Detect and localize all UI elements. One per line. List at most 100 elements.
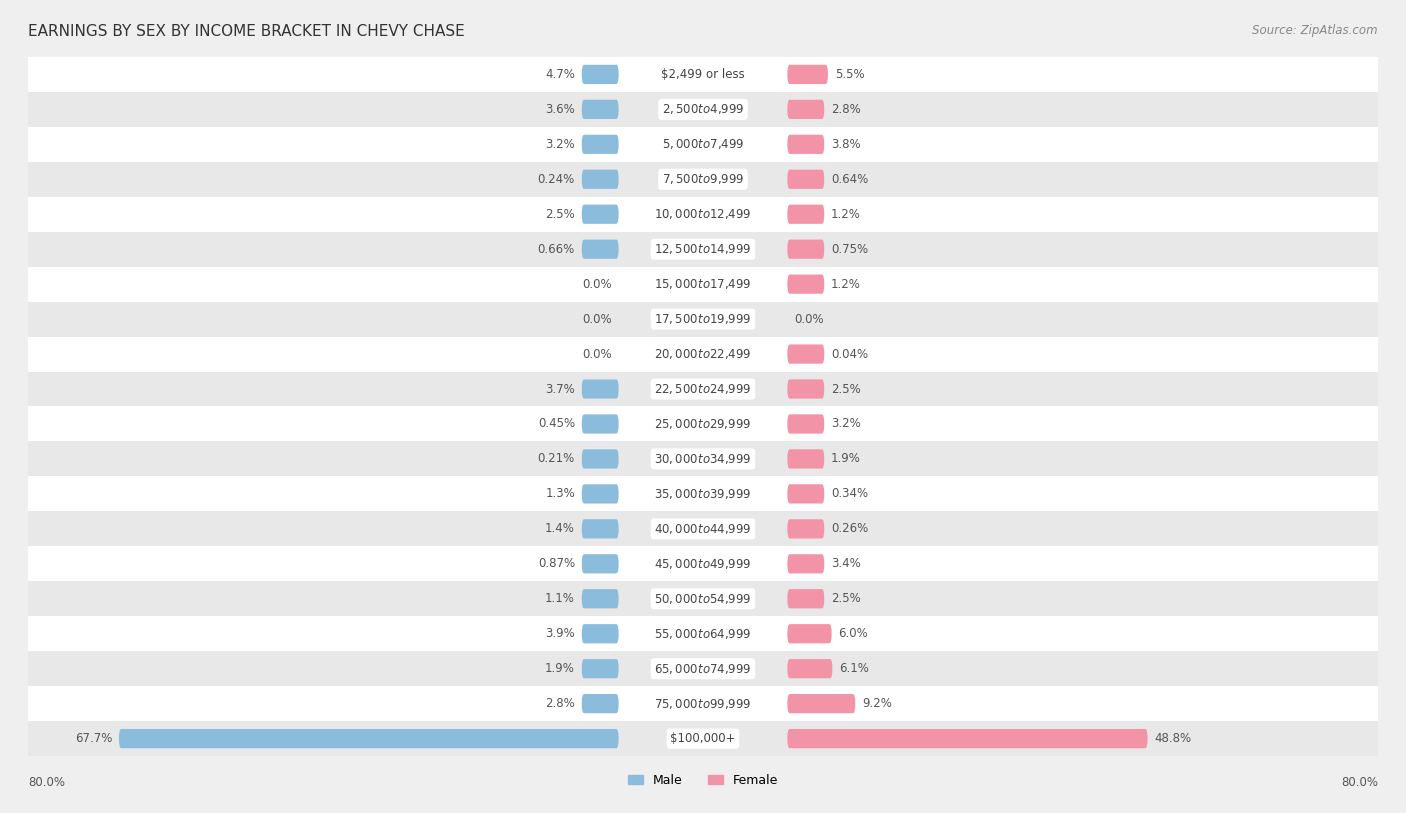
Text: 4.7%: 4.7%	[546, 68, 575, 80]
Bar	[28, 57, 1378, 92]
FancyBboxPatch shape	[582, 554, 619, 573]
Text: 3.9%: 3.9%	[546, 628, 575, 640]
Text: 0.21%: 0.21%	[537, 453, 575, 465]
Bar	[28, 92, 1378, 127]
Text: 0.45%: 0.45%	[538, 418, 575, 430]
Text: $75,000 to $99,999: $75,000 to $99,999	[654, 697, 752, 711]
Text: 2.5%: 2.5%	[831, 593, 860, 605]
FancyBboxPatch shape	[582, 589, 619, 608]
Text: 9.2%: 9.2%	[862, 698, 891, 710]
Text: $17,500 to $19,999: $17,500 to $19,999	[654, 312, 752, 326]
FancyBboxPatch shape	[787, 589, 824, 608]
Text: 48.8%: 48.8%	[1154, 733, 1191, 745]
Text: $40,000 to $44,999: $40,000 to $44,999	[654, 522, 752, 536]
Text: $25,000 to $29,999: $25,000 to $29,999	[654, 417, 752, 431]
Text: 0.87%: 0.87%	[538, 558, 575, 570]
Bar	[28, 372, 1378, 406]
Text: $55,000 to $64,999: $55,000 to $64,999	[654, 627, 752, 641]
FancyBboxPatch shape	[582, 520, 619, 538]
Text: 3.6%: 3.6%	[546, 103, 575, 115]
Bar	[28, 162, 1378, 197]
Text: $45,000 to $49,999: $45,000 to $49,999	[654, 557, 752, 571]
FancyBboxPatch shape	[582, 100, 619, 119]
Text: 3.7%: 3.7%	[546, 383, 575, 395]
Text: $22,500 to $24,999: $22,500 to $24,999	[654, 382, 752, 396]
Text: 1.1%: 1.1%	[546, 593, 575, 605]
Bar	[28, 127, 1378, 162]
Text: 0.0%: 0.0%	[582, 348, 612, 360]
Bar	[28, 406, 1378, 441]
Text: Source: ZipAtlas.com: Source: ZipAtlas.com	[1253, 24, 1378, 37]
FancyBboxPatch shape	[787, 345, 824, 363]
Text: 0.0%: 0.0%	[794, 313, 824, 325]
FancyBboxPatch shape	[582, 65, 619, 84]
Text: $65,000 to $74,999: $65,000 to $74,999	[654, 662, 752, 676]
Text: 0.75%: 0.75%	[831, 243, 868, 255]
FancyBboxPatch shape	[582, 659, 619, 678]
Text: 80.0%: 80.0%	[1341, 776, 1378, 789]
Text: 0.0%: 0.0%	[582, 313, 612, 325]
Text: $2,499 or less: $2,499 or less	[661, 68, 745, 80]
Text: 2.8%: 2.8%	[546, 698, 575, 710]
Bar	[28, 651, 1378, 686]
Text: 2.8%: 2.8%	[831, 103, 860, 115]
Text: $7,500 to $9,999: $7,500 to $9,999	[662, 172, 744, 186]
Text: 0.34%: 0.34%	[831, 488, 868, 500]
FancyBboxPatch shape	[582, 415, 619, 433]
Text: 6.0%: 6.0%	[838, 628, 868, 640]
FancyBboxPatch shape	[787, 240, 824, 259]
FancyBboxPatch shape	[787, 729, 1147, 748]
Text: 1.3%: 1.3%	[546, 488, 575, 500]
Text: 0.66%: 0.66%	[537, 243, 575, 255]
Text: $20,000 to $22,499: $20,000 to $22,499	[654, 347, 752, 361]
Bar	[28, 581, 1378, 616]
FancyBboxPatch shape	[787, 415, 824, 433]
Text: $50,000 to $54,999: $50,000 to $54,999	[654, 592, 752, 606]
Text: 2.5%: 2.5%	[831, 383, 860, 395]
FancyBboxPatch shape	[582, 624, 619, 643]
Text: 3.8%: 3.8%	[831, 138, 860, 150]
FancyBboxPatch shape	[787, 205, 824, 224]
FancyBboxPatch shape	[582, 135, 619, 154]
FancyBboxPatch shape	[787, 694, 855, 713]
Bar	[28, 511, 1378, 546]
Legend: Male, Female: Male, Female	[623, 769, 783, 792]
Bar	[28, 337, 1378, 372]
Text: $10,000 to $12,499: $10,000 to $12,499	[654, 207, 752, 221]
Text: $100,000+: $100,000+	[671, 733, 735, 745]
Text: $5,000 to $7,499: $5,000 to $7,499	[662, 137, 744, 151]
Bar	[28, 476, 1378, 511]
Text: 5.5%: 5.5%	[835, 68, 865, 80]
Text: 1.4%: 1.4%	[546, 523, 575, 535]
FancyBboxPatch shape	[582, 240, 619, 259]
Bar	[28, 721, 1378, 756]
Bar	[28, 616, 1378, 651]
Bar	[28, 441, 1378, 476]
Text: $30,000 to $34,999: $30,000 to $34,999	[654, 452, 752, 466]
Bar	[28, 686, 1378, 721]
FancyBboxPatch shape	[787, 554, 824, 573]
FancyBboxPatch shape	[787, 100, 824, 119]
FancyBboxPatch shape	[787, 380, 824, 398]
Text: 0.24%: 0.24%	[537, 173, 575, 185]
FancyBboxPatch shape	[787, 450, 824, 468]
FancyBboxPatch shape	[582, 450, 619, 468]
FancyBboxPatch shape	[582, 170, 619, 189]
FancyBboxPatch shape	[787, 275, 824, 293]
Text: EARNINGS BY SEX BY INCOME BRACKET IN CHEVY CHASE: EARNINGS BY SEX BY INCOME BRACKET IN CHE…	[28, 24, 465, 39]
Text: 1.2%: 1.2%	[831, 278, 860, 290]
FancyBboxPatch shape	[582, 694, 619, 713]
FancyBboxPatch shape	[787, 135, 824, 154]
Text: 2.5%: 2.5%	[546, 208, 575, 220]
Text: 0.26%: 0.26%	[831, 523, 869, 535]
Bar	[28, 232, 1378, 267]
FancyBboxPatch shape	[787, 624, 832, 643]
Text: 0.04%: 0.04%	[831, 348, 868, 360]
FancyBboxPatch shape	[787, 65, 828, 84]
Text: 80.0%: 80.0%	[28, 776, 65, 789]
FancyBboxPatch shape	[787, 520, 824, 538]
Text: 3.2%: 3.2%	[831, 418, 860, 430]
Text: 1.9%: 1.9%	[831, 453, 860, 465]
Text: $35,000 to $39,999: $35,000 to $39,999	[654, 487, 752, 501]
Bar	[28, 197, 1378, 232]
